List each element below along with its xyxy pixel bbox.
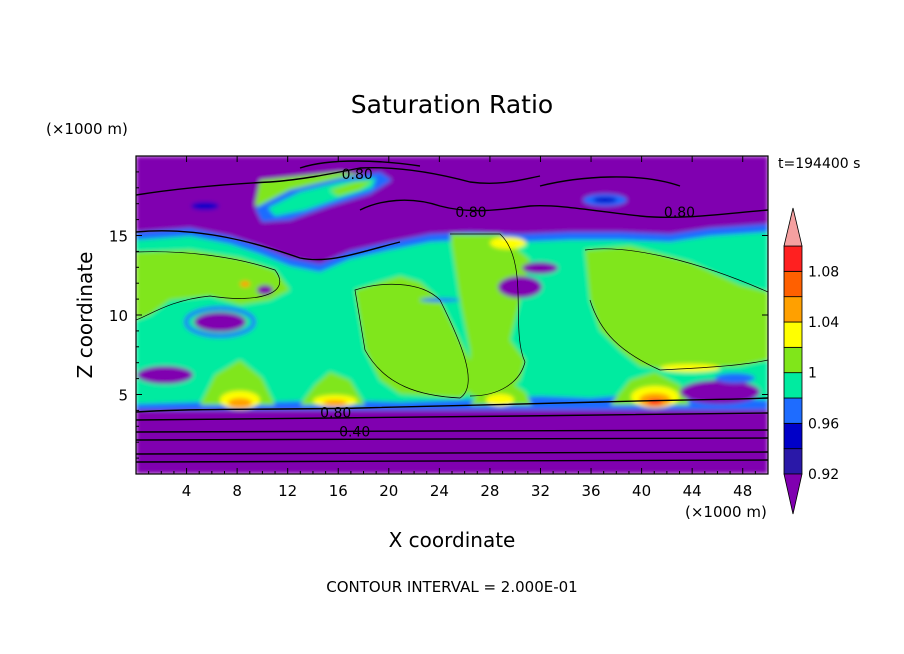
y-tick-label: 10 [109,307,128,325]
colorbar-tick-label: 0.96 [808,416,839,432]
contour-labels: 0.80 0.80 0.80 0.80 0.40 [320,167,695,441]
colorbar: 0.92 0.96 1 1.04 1.08 [783,207,839,515]
contour-label: 0.80 [342,167,373,183]
colorbar-tick-label: 0.92 [808,467,839,483]
colorbar-extend-bottom [783,473,803,515]
x-tick-label: 16 [329,482,348,500]
x-tick-label: 28 [480,482,499,500]
x-axis-label: X coordinate [389,528,516,552]
contour-label: 0.80 [320,406,351,422]
x-tick-label: 24 [430,482,449,500]
colorbar-band [783,270,803,298]
colorbar-tick-label: 1.08 [808,264,839,280]
x-axis-ticks: 4 8 12 16 20 24 28 32 36 40 44 48 [148,156,756,500]
contour-interval-footer: CONTOUR INTERVAL = 2.000E-01 [326,578,577,596]
contour-label: 0.80 [455,205,486,221]
heatmap-field: 0.80 0.80 0.80 0.80 0.40 [136,156,768,474]
contour-lines-thin [136,233,768,399]
colorbar-band [783,245,803,272]
y-axis-label: Z coordinate [73,252,97,379]
colorbar-extend-top [783,207,803,247]
x-tick-label: 44 [683,482,702,500]
field-band-blue-bottom [136,387,768,414]
x-tick-label: 12 [278,482,297,500]
colorbar-tick-label: 1.04 [808,315,839,331]
contour-label: 0.80 [664,205,695,221]
colorbar-band [783,448,803,475]
x-tick-label: 40 [632,482,651,500]
colorbar-band [783,422,803,450]
chart-title: Saturation Ratio [351,90,553,119]
x-tick-label: 4 [182,482,192,500]
y-tick-label: 15 [109,228,128,246]
colorbar-tick-label: 1 [808,366,817,382]
contour-lines [136,160,768,463]
x-tick-label: 36 [581,482,600,500]
colorbar-band [783,321,803,348]
colorbar-band [783,346,803,374]
field-surface-layer [136,410,768,474]
colorbar-band [783,372,803,399]
field-band-blue-top [136,224,768,272]
colorbar-band [783,296,803,323]
time-label: t=194400 s [778,156,860,172]
contour-label: 0.40 [339,425,370,441]
x-tick-label: 8 [232,482,242,500]
x-tick-label: 48 [733,482,752,500]
y-tick-label: 5 [118,387,128,405]
field-upper-lens-green [330,181,372,196]
field-green-regions [136,172,768,405]
x-tick-label: 32 [531,482,550,500]
x-tick-label: 20 [379,482,398,500]
colorbar-band [783,397,803,424]
y-axis-ticks: 5 10 15 [109,171,768,459]
x-unit-label: (×1000 m) [685,503,767,521]
y-unit-label: (×1000 m) [46,120,128,138]
